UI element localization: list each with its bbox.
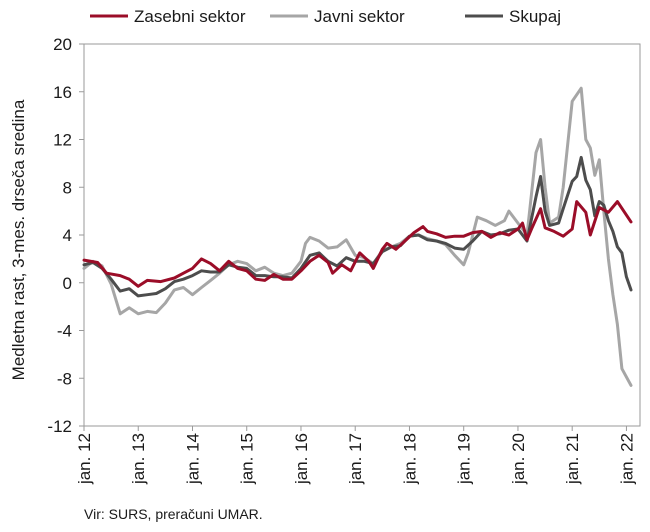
y-tick-label: -8 bbox=[57, 369, 72, 388]
x-tick-label: jan. 18 bbox=[400, 433, 419, 485]
x-tick-label: jan. 17 bbox=[346, 433, 365, 485]
y-tick-label: 4 bbox=[63, 226, 72, 245]
series-line-skupaj bbox=[82, 155, 633, 298]
x-tick-label: jan. 13 bbox=[129, 433, 148, 485]
x-tick-label: jan. 16 bbox=[292, 433, 311, 485]
y-tick-label: 12 bbox=[53, 131, 72, 150]
x-axis: jan. 12 jan. 13 jan. 14 jan. 15 jan. 16 jan. … bbox=[75, 426, 636, 485]
plot-area-frame bbox=[83, 43, 641, 427]
x-tick-label: jan. 14 bbox=[183, 433, 202, 485]
series-layer bbox=[82, 86, 633, 387]
y-axis-title: Medletna rast, 3-mes. drseča sredina bbox=[9, 99, 28, 380]
legend-label: Skupaj bbox=[509, 7, 561, 26]
y-tick-label: 8 bbox=[63, 178, 72, 197]
legend-label: Javni sektor bbox=[314, 7, 405, 26]
source-note: Vir: SURS, preračuni UMAR. bbox=[84, 506, 263, 522]
y-tick-label: 16 bbox=[53, 83, 72, 102]
x-tick-label: jan. 20 bbox=[509, 433, 528, 485]
y-axis: -12 -8 -4 0 4 8 12 16 20 bbox=[47, 35, 84, 436]
x-tick-label: jan. 15 bbox=[238, 433, 257, 485]
x-tick-label: jan. 19 bbox=[455, 433, 474, 485]
x-tick-label: jan. 12 bbox=[75, 433, 94, 485]
series-line-javni-sektor bbox=[82, 86, 633, 387]
y-tick-label: 0 bbox=[63, 274, 72, 293]
x-tick-label: jan. 21 bbox=[563, 433, 582, 485]
series-line-zasebni-sektor bbox=[82, 200, 633, 288]
y-tick-label: -12 bbox=[47, 417, 72, 436]
legend: Zasebni sektor Javni sektor Skupaj bbox=[90, 7, 561, 26]
legend-label: Zasebni sektor bbox=[134, 7, 246, 26]
y-tick-label: -4 bbox=[57, 322, 72, 341]
x-tick-label: jan. 22 bbox=[617, 433, 636, 485]
y-tick-label: 20 bbox=[53, 35, 72, 54]
